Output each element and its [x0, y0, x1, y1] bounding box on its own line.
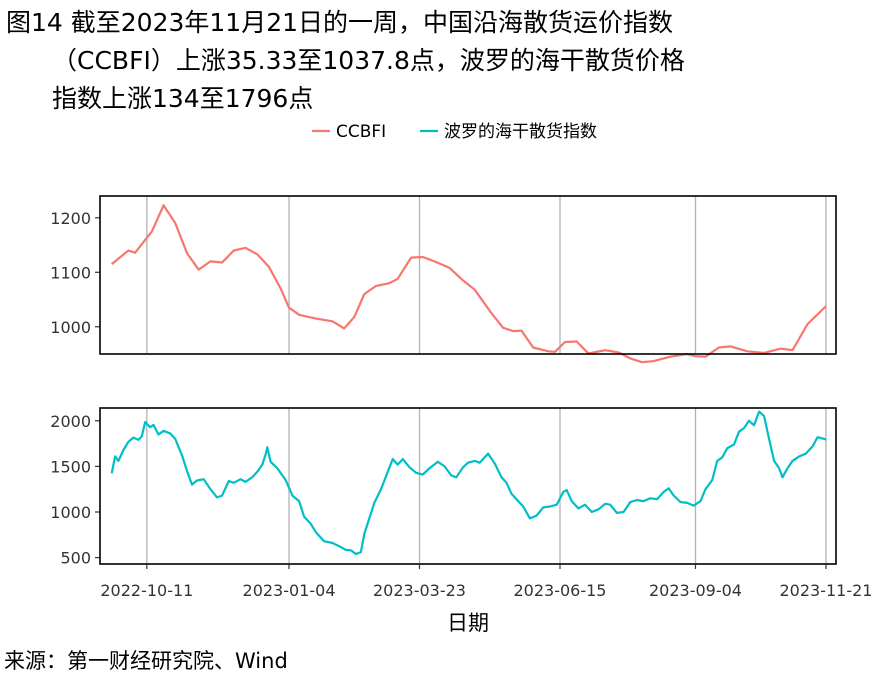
y-tick-label-bdi-1000: 1000	[50, 503, 91, 522]
title-line-1: 图14 截至2023年11月21日的一周，中国沿海散货运价指数	[6, 8, 674, 37]
source-note: 来源：第一财经研究院、Wind	[4, 649, 288, 673]
x-tick-label-2023-01-04: 2023-01-04	[243, 581, 336, 600]
x-tick-label-2023-03-23: 2023-03-23	[373, 581, 466, 600]
title-line-3: 指数上涨134至1796点	[52, 84, 314, 113]
x-tick-label-2022-10-11: 2022-10-11	[100, 581, 193, 600]
y-tick-label-ccbfi-1200: 1200	[50, 209, 91, 228]
y-tick-label-bdi-2000: 2000	[50, 412, 91, 431]
legend-label-ccbfi: CCBFI	[336, 122, 386, 142]
series-line-ccbfi	[111, 204, 827, 364]
x-tick-label-2023-11-21: 2023-11-21	[779, 581, 872, 600]
legend-label-bdi: 波罗的海干散货指数	[444, 122, 597, 142]
y-tick-label-ccbfi-1100: 1100	[50, 263, 91, 282]
y-tick-label-bdi-1500: 1500	[50, 457, 91, 476]
y-tick-label-ccbfi-1000: 1000	[50, 318, 91, 337]
series-line-bdi	[110, 410, 827, 556]
panel-border-ccbfi	[99, 195, 837, 355]
y-tick-label-bdi-500: 500	[60, 549, 91, 568]
panel-border-bdi	[99, 407, 837, 565]
title-line-2: （CCBFI）上涨35.33至1037.8点，波罗的海干散货价格	[52, 46, 685, 75]
x-tick-label-2023-09-04: 2023-09-04	[649, 581, 742, 600]
x-axis-title: 日期	[447, 611, 489, 635]
x-tick-label-2023-06-15: 2023-06-15	[514, 581, 607, 600]
